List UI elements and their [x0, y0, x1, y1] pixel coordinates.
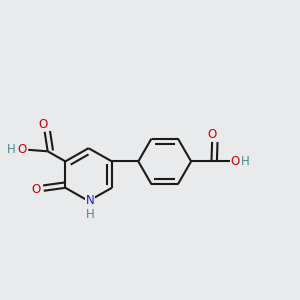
Text: H: H [241, 155, 250, 168]
Text: O: O [208, 128, 217, 141]
Text: O: O [32, 183, 41, 196]
Text: H: H [85, 208, 94, 221]
Text: O: O [17, 143, 26, 156]
Text: O: O [38, 118, 48, 131]
Text: N: N [85, 194, 94, 207]
Text: O: O [231, 155, 240, 168]
Text: H: H [7, 143, 16, 156]
